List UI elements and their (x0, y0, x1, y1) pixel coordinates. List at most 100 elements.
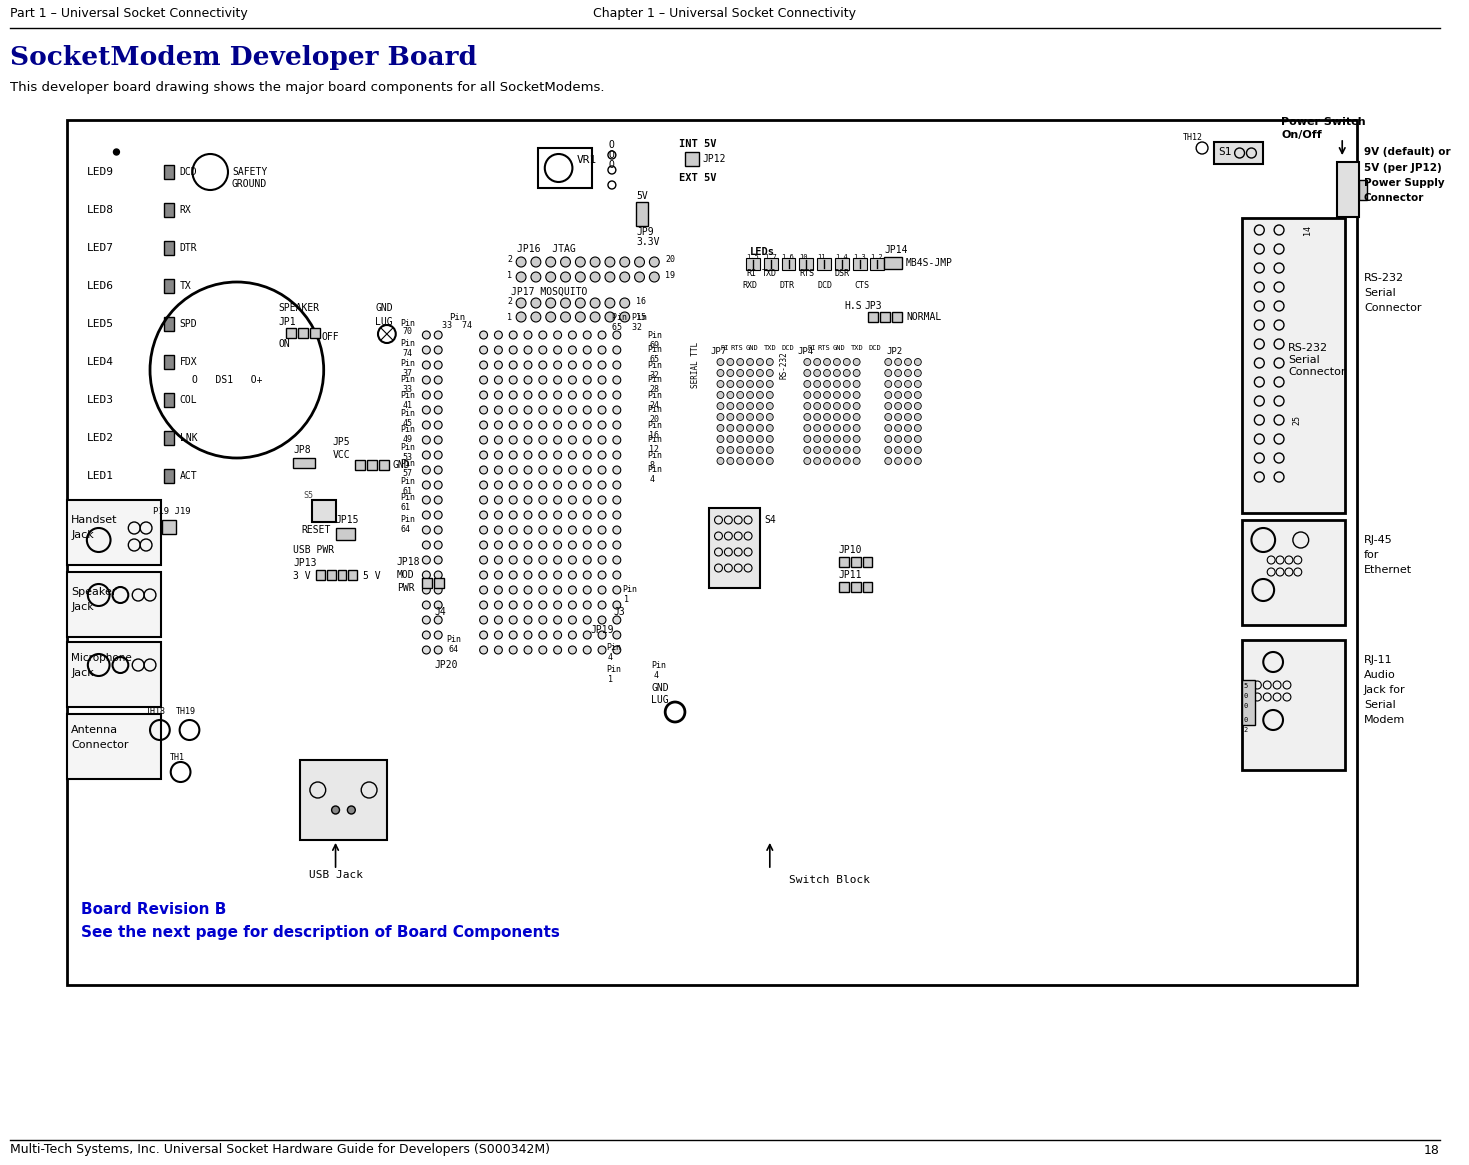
Bar (165, 355, 173, 369)
Circle shape (480, 451, 488, 459)
Text: USB Jack: USB Jack (308, 870, 363, 880)
Text: FDX: FDX (179, 356, 197, 367)
Circle shape (843, 402, 851, 410)
Text: Pin: Pin (648, 421, 663, 430)
Bar (817, 257, 831, 270)
Circle shape (510, 586, 517, 594)
Text: RTS: RTS (799, 269, 814, 278)
Text: LUG: LUG (375, 317, 392, 327)
Circle shape (495, 481, 502, 489)
Circle shape (583, 571, 591, 579)
Circle shape (757, 369, 764, 376)
Circle shape (554, 361, 561, 369)
Circle shape (613, 601, 621, 609)
Text: Pin: Pin (621, 586, 636, 594)
Bar (1241, 680, 1256, 725)
Circle shape (727, 414, 734, 421)
Circle shape (524, 556, 532, 564)
Circle shape (591, 298, 599, 308)
Text: 24: 24 (649, 401, 660, 410)
Circle shape (510, 451, 517, 459)
Text: Pin: Pin (401, 459, 416, 468)
Circle shape (884, 458, 892, 465)
Bar (68, 500, 162, 565)
Circle shape (727, 458, 734, 465)
Text: RS-232: RS-232 (780, 351, 789, 379)
Circle shape (583, 346, 591, 354)
Circle shape (746, 424, 754, 431)
Circle shape (598, 466, 607, 474)
Circle shape (737, 436, 743, 443)
Circle shape (539, 436, 546, 444)
Circle shape (620, 298, 630, 308)
Text: Multi-Tech Systems, Inc. Universal Socket Hardware Guide for Developers (S000342: Multi-Tech Systems, Inc. Universal Socke… (10, 1144, 549, 1157)
Text: O: O (610, 140, 616, 150)
Text: 11: 11 (817, 254, 826, 260)
Text: TX: TX (179, 281, 191, 291)
Circle shape (510, 541, 517, 549)
Text: 0: 0 (1244, 716, 1247, 723)
Circle shape (814, 359, 821, 366)
Text: 64: 64 (401, 525, 411, 535)
Bar (871, 257, 884, 270)
Circle shape (539, 527, 546, 534)
Circle shape (530, 257, 541, 267)
Circle shape (435, 391, 442, 398)
Circle shape (495, 631, 502, 638)
Text: LED5: LED5 (87, 319, 115, 329)
Circle shape (423, 421, 430, 429)
Circle shape (843, 381, 851, 388)
Circle shape (435, 571, 442, 579)
Circle shape (717, 446, 724, 453)
Circle shape (435, 511, 442, 518)
Circle shape (539, 466, 546, 474)
Text: LED1: LED1 (87, 471, 115, 481)
Circle shape (524, 586, 532, 594)
Circle shape (598, 631, 607, 638)
Circle shape (583, 556, 591, 564)
Bar (162, 520, 176, 534)
Circle shape (435, 527, 442, 534)
Bar (68, 120, 1357, 984)
Circle shape (804, 359, 811, 366)
Circle shape (480, 466, 488, 474)
Circle shape (605, 257, 616, 267)
Text: JP2: JP2 (886, 347, 902, 356)
Text: GROUND: GROUND (232, 179, 267, 189)
Circle shape (524, 451, 532, 459)
Bar (839, 557, 849, 567)
Text: This developer board drawing shows the major board components for all SocketMode: This developer board drawing shows the m… (10, 82, 604, 94)
Text: Serial: Serial (1363, 700, 1396, 709)
Text: JP4: JP4 (798, 347, 814, 356)
Text: DSR: DSR (834, 269, 851, 278)
Circle shape (824, 359, 830, 366)
Bar (165, 278, 173, 294)
Circle shape (613, 346, 621, 354)
Bar (165, 317, 173, 331)
Text: 28: 28 (649, 386, 660, 395)
Circle shape (895, 414, 902, 421)
Circle shape (843, 359, 851, 366)
Circle shape (539, 421, 546, 429)
Circle shape (569, 331, 576, 339)
Text: 61: 61 (403, 487, 413, 495)
Circle shape (510, 466, 517, 474)
Circle shape (495, 647, 502, 654)
Text: JP10: JP10 (839, 545, 862, 555)
Circle shape (757, 381, 764, 388)
Circle shape (905, 436, 911, 443)
Text: H.S: H.S (845, 301, 862, 311)
Circle shape (423, 586, 430, 594)
Text: NORMAL: NORMAL (906, 312, 942, 322)
Circle shape (480, 571, 488, 579)
Circle shape (569, 346, 576, 354)
Circle shape (554, 331, 561, 339)
Circle shape (423, 391, 430, 398)
Circle shape (613, 361, 621, 369)
Circle shape (583, 361, 591, 369)
Bar (851, 582, 861, 592)
Bar (68, 642, 162, 707)
Circle shape (583, 541, 591, 549)
Circle shape (914, 458, 921, 465)
Circle shape (767, 381, 773, 388)
